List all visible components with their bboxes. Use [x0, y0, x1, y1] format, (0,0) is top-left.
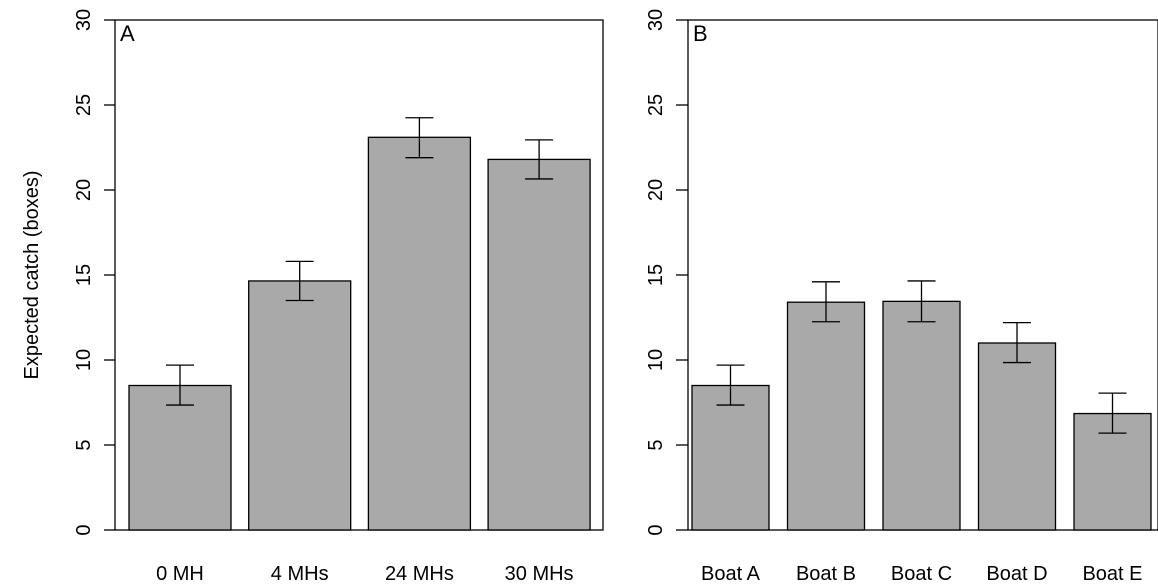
error-bar: [1098, 392, 1127, 434]
error-bar: [716, 364, 745, 406]
error-bar: [405, 117, 434, 159]
x-tick-label: Boat B: [796, 563, 856, 585]
error-bar: [907, 280, 936, 323]
panel-a: 0 5 10 15 20 25 30 Expected catch (boxes) A 0 MH 4…: [21, 9, 604, 585]
panel-b: 0 5 10 15 20 25 30 B Boat A Boat B Boat C Boat D Boa…: [645, 9, 1158, 585]
error-bar: [812, 281, 840, 323]
bar: [128, 384, 232, 531]
y-tick-label: 0: [73, 524, 95, 535]
x-tick-label: 4 MHs: [271, 563, 329, 585]
error-bar: [166, 364, 194, 406]
error-bar: [285, 260, 314, 302]
y-tick-label: 30: [73, 9, 95, 31]
x-tick-label: 30 MHs: [505, 563, 574, 585]
y-tick-label: 25: [73, 94, 95, 116]
bar: [487, 158, 591, 531]
y-tick-label: 10: [645, 349, 667, 371]
x-tick-label: Boat A: [701, 563, 761, 585]
bar: [786, 301, 866, 531]
y-tick-label: 5: [73, 439, 95, 450]
y-axis-label: Expected catch (boxes): [21, 171, 43, 380]
y-tick-label: 5: [645, 439, 667, 450]
y-tick-label: 20: [73, 179, 95, 201]
y-tick-label: 0: [645, 524, 667, 535]
x-tick-label: Boat D: [986, 563, 1047, 585]
bar: [977, 342, 1057, 531]
y-tick-label: 10: [73, 349, 95, 371]
x-tick-label: 0 MH: [156, 563, 204, 585]
x-tick-label: Boat C: [891, 563, 952, 585]
x-tick-label: Boat E: [1082, 563, 1142, 585]
bar: [882, 300, 961, 531]
panel-label: B: [693, 21, 708, 46]
error-bar: [1003, 321, 1031, 364]
x-tick-label: 24 MHs: [385, 563, 454, 585]
y-tick-label: 15: [645, 264, 667, 286]
y-tick-label: 15: [73, 264, 95, 286]
y-tick-label: 25: [645, 94, 667, 116]
error-bar: [525, 139, 554, 180]
bar: [691, 384, 770, 531]
bar: [367, 136, 472, 531]
panel-label: A: [120, 21, 135, 46]
y-tick-label: 30: [645, 9, 667, 31]
y-tick-label: 20: [645, 179, 667, 201]
bar: [248, 280, 352, 531]
